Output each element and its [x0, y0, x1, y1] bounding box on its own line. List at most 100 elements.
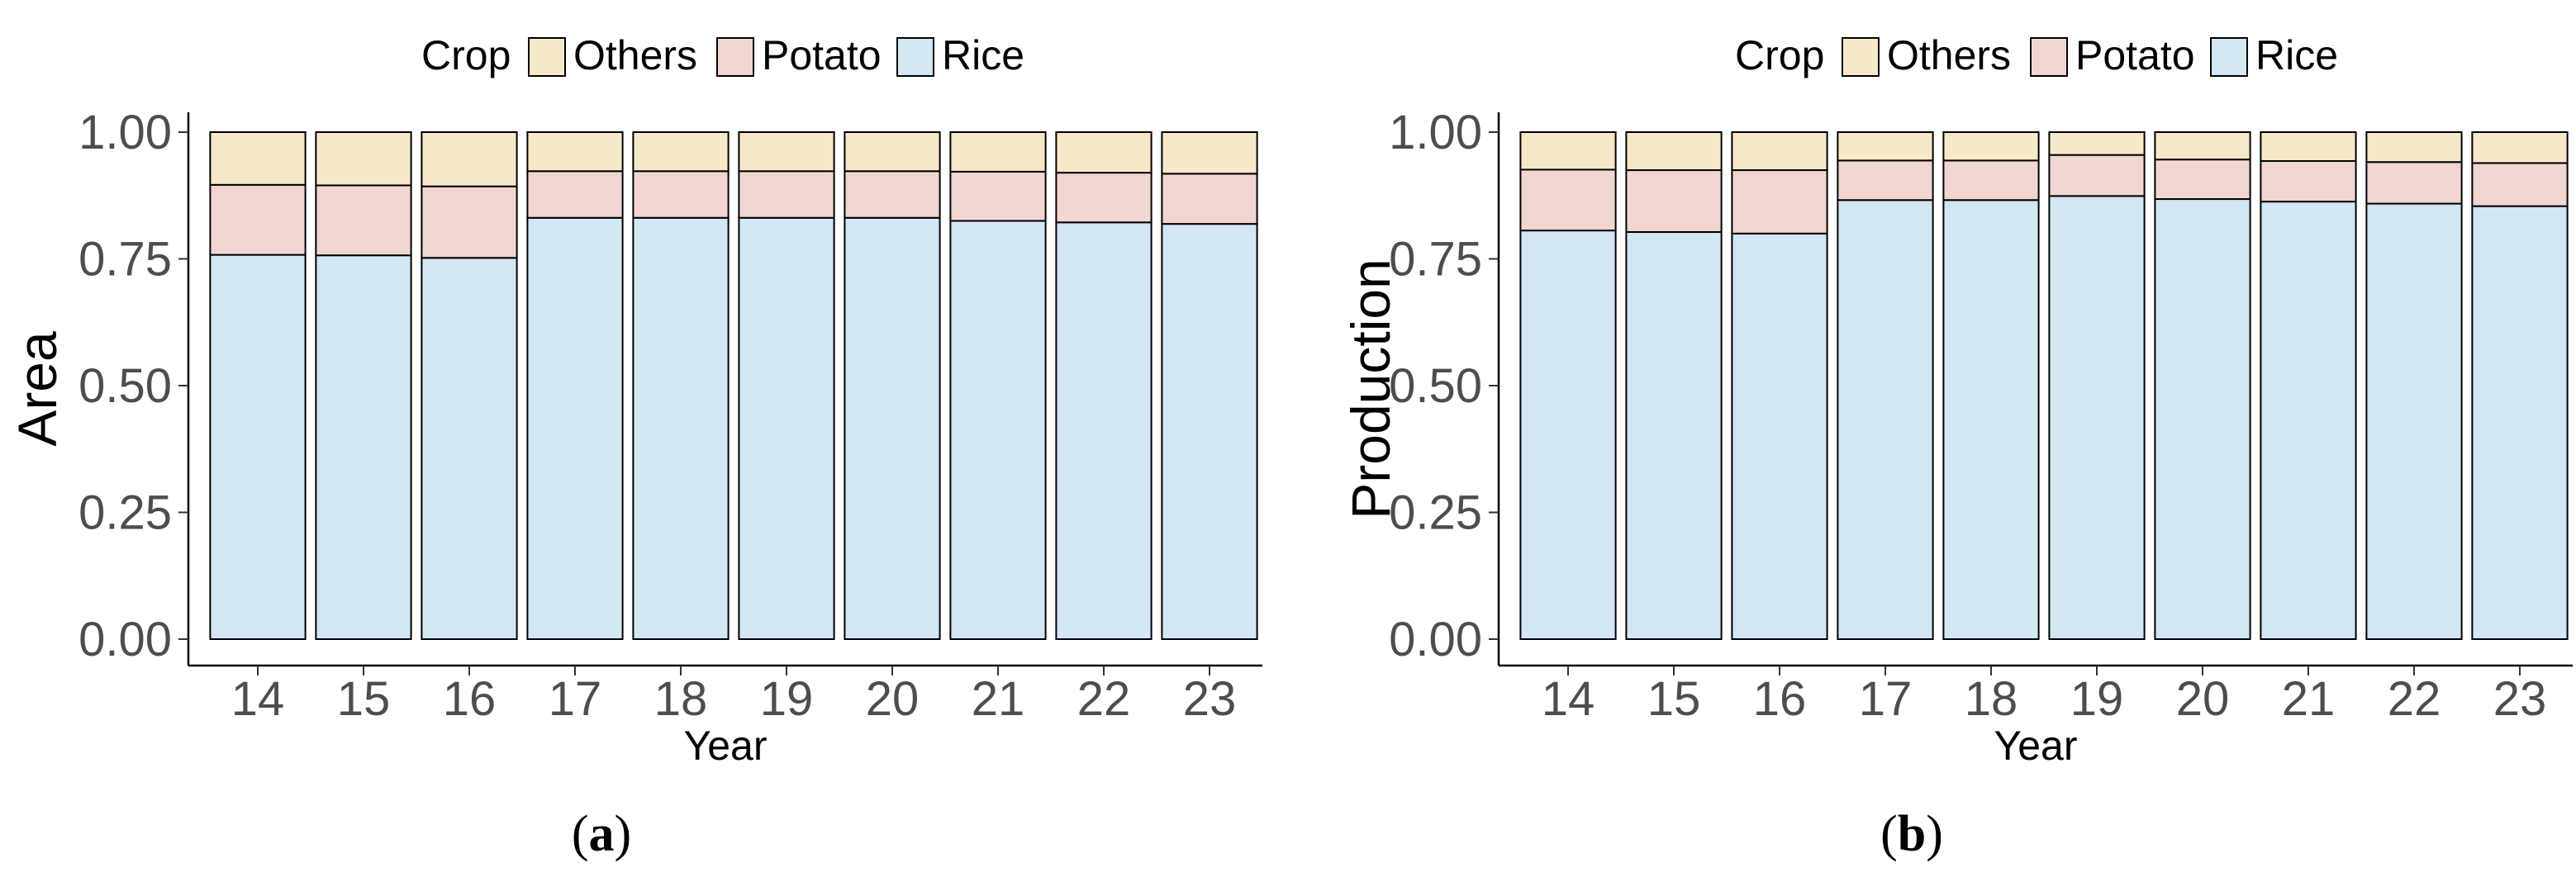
x-tick-label: 22 [1077, 672, 1131, 726]
bar-others-18 [1942, 131, 2040, 162]
bar-potato-17 [526, 170, 624, 219]
x-tick-label: 19 [760, 672, 814, 726]
bar-potato-21 [949, 170, 1047, 222]
bar-potato-23 [2471, 162, 2569, 207]
x-tick-label: 15 [1647, 672, 1701, 726]
bar-rice-19 [2048, 195, 2146, 640]
bar-others-19 [738, 131, 835, 173]
bar-rice-17 [526, 216, 624, 640]
bar-others-20 [844, 131, 941, 173]
bar-rice-16 [1731, 232, 1828, 640]
bar-others-17 [1837, 131, 1934, 162]
x-tick-label: 15 [337, 672, 391, 726]
chart-panel-a: Crop Others Potato Rice 0.00 0.25 0.50 0.75 1.00… [7, 32, 1262, 862]
chart-panel-b: Crop Others Potato Rice 0.00 0.25 0.50 0.75 1.00… [1340, 32, 2573, 862]
legend-label-potato: Potato [2075, 32, 2195, 78]
x-tick-label: 14 [1542, 672, 1595, 726]
bar-potato-16 [1731, 169, 1828, 235]
bar-others-19 [2048, 131, 2146, 156]
bar-rice-20 [2154, 198, 2251, 641]
bar-others-22 [2365, 131, 2463, 164]
bar-potato-16 [421, 185, 518, 259]
x-tick-label: 19 [2070, 672, 2124, 726]
bar-others-21 [949, 131, 1047, 173]
bar-rice-16 [421, 257, 518, 640]
y-tick-label: 0.50 [1389, 359, 1482, 413]
bar-others-23 [2471, 131, 2569, 164]
x-tick-label: 16 [443, 672, 497, 726]
legend-key-rice [2210, 37, 2248, 77]
bar-potato-15 [315, 184, 412, 257]
bar-others-17 [526, 131, 624, 173]
legend: Crop Others Potato Rice [1735, 32, 2338, 78]
bar-rice-15 [1625, 230, 1723, 640]
legend-key-potato [716, 37, 754, 77]
bar-rice-14 [1519, 230, 1617, 640]
x-tick-label: 20 [866, 672, 920, 726]
bar-rice-20 [844, 216, 941, 640]
x-tick-label: 17 [549, 672, 602, 726]
y-tick-label: 0.00 [1389, 613, 1482, 666]
bar-others-18 [632, 131, 730, 173]
y-tick-label: 0.75 [1389, 233, 1482, 287]
panel-label: (b) [1880, 806, 1943, 862]
bar-potato-19 [738, 170, 835, 219]
x-tick-label: 18 [1965, 672, 2018, 726]
x-tick-label: 21 [2282, 672, 2336, 726]
panel-label-open: ( [572, 806, 589, 862]
legend-label-potato: Potato [762, 32, 882, 78]
y-tick-label: 1.00 [1389, 106, 1482, 159]
legend-key-others [528, 37, 566, 77]
bar-potato-15 [1625, 169, 1723, 233]
bar-others-15 [1625, 131, 1723, 172]
bar-rice-19 [738, 216, 835, 640]
legend-title: Crop [1735, 32, 1824, 78]
legend-label-rice: Rice [2255, 32, 2338, 78]
bar-rice-21 [2260, 201, 2357, 641]
x-tick-label: 22 [2388, 672, 2441, 726]
bar-potato-18 [1942, 159, 2040, 201]
bar-others-14 [1519, 131, 1617, 171]
x-tick-label: 17 [1859, 672, 1913, 726]
bar-rice-21 [949, 220, 1047, 640]
x-tick-label: 23 [1183, 672, 1237, 726]
bar-potato-22 [1055, 172, 1153, 224]
bar-potato-22 [2365, 161, 2463, 205]
bar-others-14 [209, 131, 307, 186]
bar-potato-14 [1519, 168, 1617, 232]
panel-label-close: ) [615, 806, 632, 862]
bar-others-23 [1161, 131, 1258, 175]
y-axis-title: Production [1340, 258, 1401, 519]
legend-key-others [1842, 37, 1880, 77]
bar-rice-23 [2471, 205, 2569, 641]
bar-others-16 [1731, 131, 1828, 172]
bar-others-21 [2260, 131, 2357, 162]
legend-label-others: Others [1887, 32, 2011, 78]
bar-potato-14 [209, 183, 307, 256]
legend: Crop Others Potato Rice [421, 32, 1024, 78]
panel-label-letter: a [589, 806, 615, 862]
legend-key-rice [896, 37, 934, 77]
panel-label-close: ) [1926, 806, 1943, 862]
bar-rice-15 [315, 254, 412, 640]
x-tick-label: 16 [1753, 672, 1807, 726]
bar-potato-21 [2260, 159, 2357, 203]
y-tick-label: 0.50 [78, 359, 172, 413]
y-tick-label: 0.00 [78, 613, 172, 666]
x-tick-label: 21 [972, 672, 1025, 726]
bars [209, 131, 1258, 640]
legend-key-potato [2030, 37, 2068, 77]
legend-label-rice: Rice [942, 32, 1024, 78]
bar-potato-23 [1161, 173, 1258, 225]
y-tick-label: 0.75 [78, 233, 172, 287]
y-tick-label: 0.25 [1389, 486, 1482, 540]
y-axis-title: Area [7, 331, 68, 447]
bar-potato-20 [844, 170, 941, 219]
legend-title: Crop [421, 32, 511, 78]
y-tick-label: 0.25 [78, 486, 172, 540]
y-tick-label: 1.00 [78, 106, 172, 159]
x-axis-title: Year [1994, 723, 2077, 769]
bar-potato-19 [2048, 154, 2146, 197]
panel-label-letter: b [1898, 806, 1926, 862]
